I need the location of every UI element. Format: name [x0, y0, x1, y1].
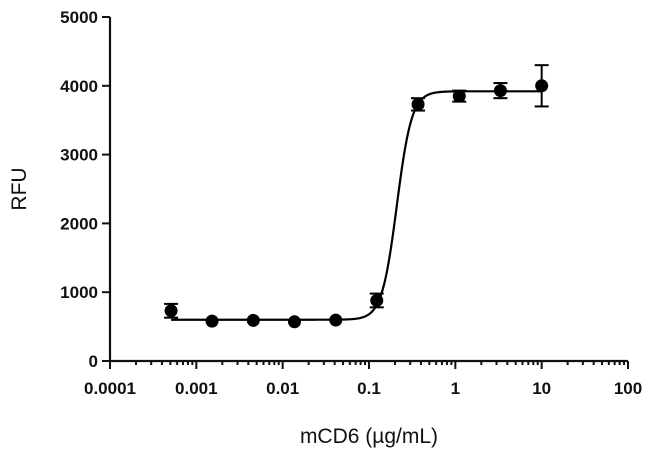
- axes: [108, 17, 628, 363]
- x-tick-label: 100: [614, 379, 642, 398]
- data-point: [493, 84, 507, 98]
- data-point: [164, 304, 178, 318]
- x-ticks: 0.0001 0.001 0.01 0.1 1 10 100: [84, 361, 642, 398]
- data-point: [287, 315, 301, 329]
- data-point: [205, 314, 219, 328]
- x-tick-label: 0.001: [175, 379, 218, 398]
- y-ticks: 0 1000 2000 3000 4000 5000: [60, 8, 110, 371]
- y-tick-label: 4000: [60, 77, 98, 96]
- y-axis-title: RFU: [8, 167, 31, 210]
- data-points: [164, 79, 549, 329]
- x-tick-label: 1: [451, 379, 460, 398]
- x-axis-title: mCD6 (µg/mL): [300, 425, 438, 448]
- data-point: [246, 313, 260, 327]
- y-tick-label: 1000: [60, 283, 98, 302]
- data-point: [329, 313, 343, 327]
- data-point: [535, 79, 549, 93]
- data-point: [452, 89, 466, 103]
- y-tick-label: 2000: [60, 214, 98, 233]
- x-tick-label: 0.1: [357, 379, 381, 398]
- error-bars: [164, 64, 549, 319]
- y-tick-label: 3000: [60, 146, 98, 165]
- data-point: [411, 97, 425, 111]
- y-tick-label: 0: [89, 352, 98, 371]
- x-tick-label: 10: [532, 379, 551, 398]
- x-tick-label: 0.01: [266, 379, 299, 398]
- y-tick-label: 5000: [60, 8, 98, 27]
- x-tick-label: 0.0001: [84, 379, 136, 398]
- fit-curve: [171, 90, 542, 321]
- data-point: [370, 293, 384, 307]
